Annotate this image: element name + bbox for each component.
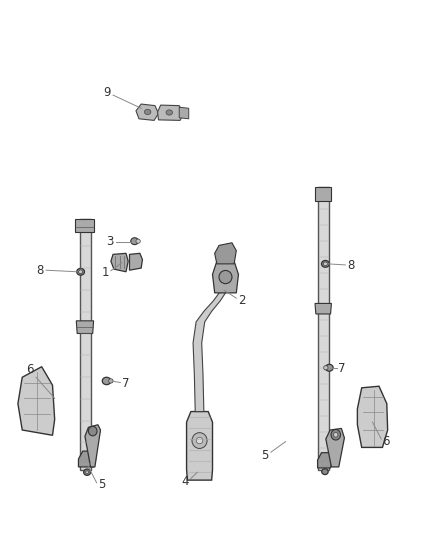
- Polygon shape: [85, 425, 100, 467]
- Ellipse shape: [84, 469, 91, 475]
- Text: 6: 6: [382, 435, 390, 448]
- Text: 7: 7: [122, 377, 130, 390]
- Polygon shape: [111, 253, 128, 272]
- Polygon shape: [158, 105, 184, 120]
- Ellipse shape: [334, 432, 338, 437]
- Ellipse shape: [196, 438, 203, 443]
- Ellipse shape: [324, 366, 328, 370]
- Ellipse shape: [321, 469, 328, 474]
- Ellipse shape: [131, 238, 138, 245]
- Text: 8: 8: [347, 260, 354, 272]
- Ellipse shape: [136, 239, 140, 243]
- Polygon shape: [18, 367, 55, 435]
- Text: 2: 2: [238, 294, 246, 307]
- Polygon shape: [193, 290, 227, 411]
- Ellipse shape: [325, 365, 333, 371]
- Polygon shape: [315, 188, 331, 200]
- Text: 4: 4: [181, 475, 189, 488]
- Text: 1: 1: [102, 266, 110, 279]
- Polygon shape: [318, 453, 332, 468]
- Ellipse shape: [331, 430, 340, 440]
- Polygon shape: [76, 321, 94, 334]
- Text: 7: 7: [339, 362, 346, 375]
- Polygon shape: [212, 261, 238, 293]
- Ellipse shape: [102, 377, 111, 385]
- Text: 6: 6: [26, 363, 34, 376]
- Polygon shape: [130, 253, 142, 270]
- Text: 5: 5: [261, 449, 269, 462]
- Ellipse shape: [323, 262, 327, 266]
- Ellipse shape: [109, 379, 113, 383]
- Polygon shape: [187, 411, 212, 480]
- Text: 8: 8: [37, 264, 44, 277]
- Ellipse shape: [166, 110, 173, 115]
- Ellipse shape: [145, 109, 151, 115]
- Polygon shape: [179, 107, 189, 119]
- Text: 3: 3: [106, 235, 114, 248]
- Text: 9: 9: [104, 86, 111, 100]
- Polygon shape: [75, 219, 95, 232]
- Polygon shape: [78, 451, 96, 467]
- Polygon shape: [318, 188, 329, 470]
- Ellipse shape: [321, 261, 329, 267]
- Ellipse shape: [219, 270, 232, 284]
- Polygon shape: [136, 104, 159, 120]
- Polygon shape: [315, 303, 332, 314]
- Polygon shape: [326, 429, 344, 467]
- Ellipse shape: [77, 268, 85, 275]
- Text: 5: 5: [98, 478, 105, 491]
- Ellipse shape: [79, 270, 83, 273]
- Polygon shape: [80, 219, 91, 470]
- Ellipse shape: [88, 426, 97, 436]
- Ellipse shape: [192, 433, 207, 448]
- Polygon shape: [357, 386, 388, 447]
- Polygon shape: [215, 243, 236, 264]
- Ellipse shape: [85, 471, 88, 473]
